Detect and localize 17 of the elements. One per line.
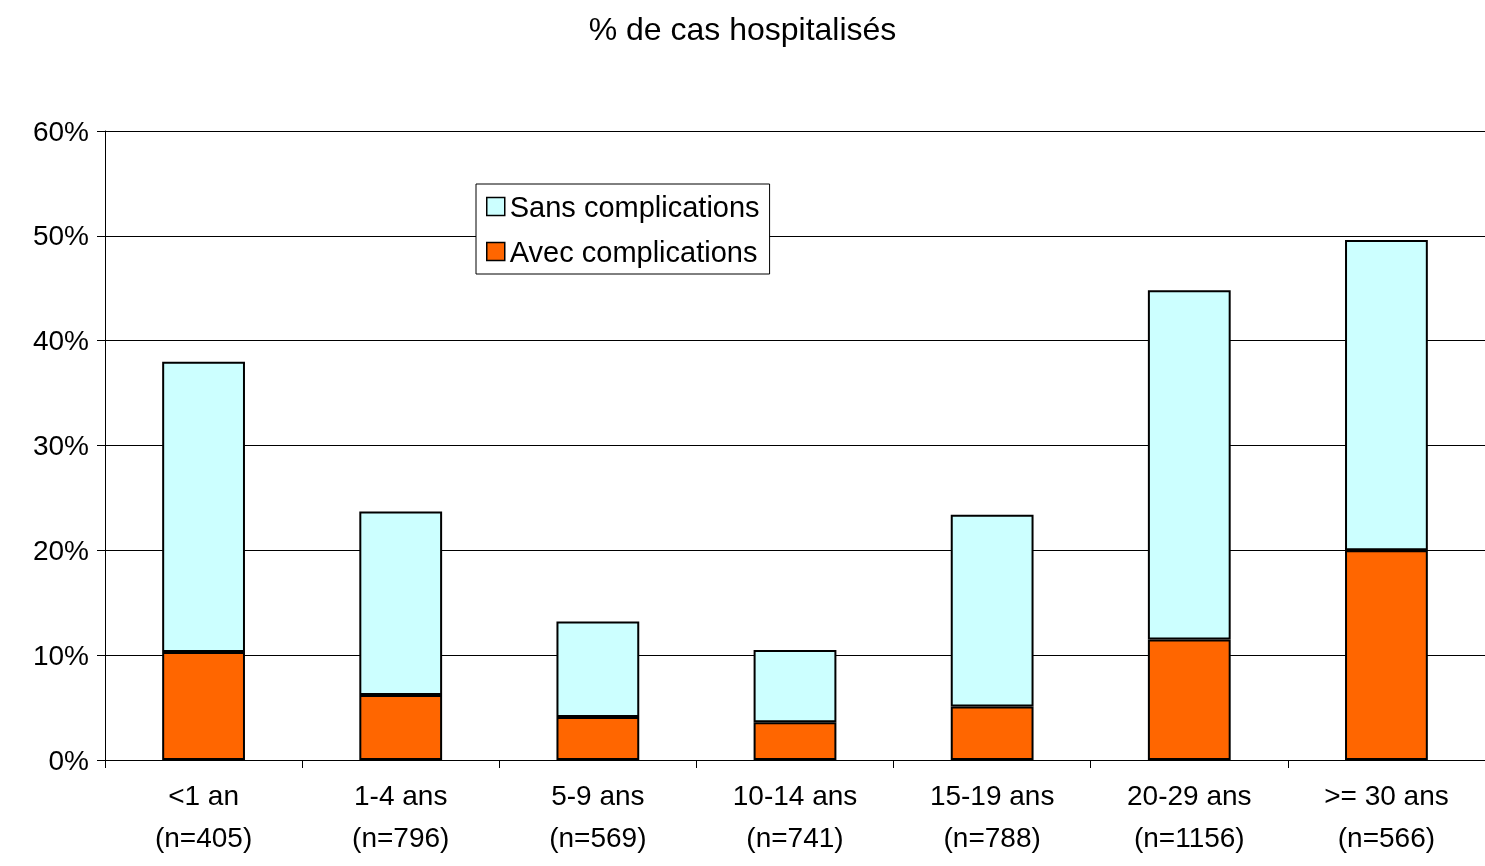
y-tick-label: 30% — [32, 430, 89, 461]
y-tick-label: 60% — [32, 115, 89, 147]
x-tick-label: 1-4 ans (n=796) — [352, 779, 450, 853]
legend-label: Sans complications — [509, 190, 760, 223]
y-tick-label: 50% — [32, 220, 89, 252]
x-tick-label: <1 an (n=405) — [154, 779, 253, 853]
x-tick-label: >= 30 ans (n=566) — [1324, 779, 1449, 853]
x-tick-label: 10-14 ans (n=741) — [732, 779, 858, 853]
y-tick-label: 0% — [48, 744, 89, 776]
x-tick-label: 5-9 ans (n=569) — [549, 779, 647, 853]
y-tick-label: 20% — [32, 534, 89, 566]
x-tick-label: 15-19 ans (n=788) — [929, 779, 1055, 853]
chart-title: % de cas hospitalisés — [588, 11, 897, 47]
x-tick-label: 20-29 ans (n=1156) — [1127, 779, 1252, 853]
y-tick-label: 40% — [32, 325, 89, 357]
y-tick-label: 10% — [32, 639, 89, 671]
legend-label: Avec complications — [509, 235, 758, 268]
